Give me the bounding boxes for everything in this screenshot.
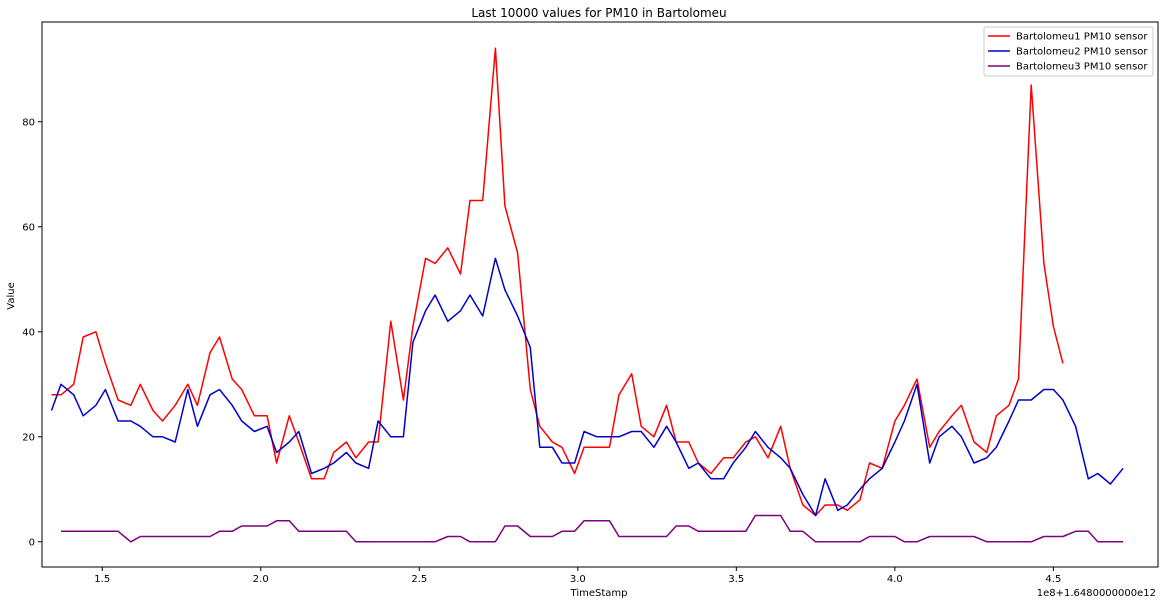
series-line-1: [51, 47, 1064, 517]
x-axis-label: TimeStamp: [570, 588, 628, 599]
x-axis-ticks: 1.5 2.0 2.5 3.0 3.5 4.0 4.5: [94, 567, 1061, 585]
plot-frame: [41, 21, 1159, 568]
legend-box: [983, 26, 1154, 77]
x-tick-label: 2.5: [411, 574, 427, 585]
x-tick-label: 3.5: [728, 574, 744, 585]
y-tick-label: 80: [22, 117, 35, 128]
legend-label-2: Bartolomeu2 PM10 sensor: [1016, 47, 1148, 58]
legend-label-3: Bartolomeu3 PM10 sensor: [1016, 62, 1148, 73]
x-axis-offset-label: 1e8+1.6480000000e12: [1037, 588, 1156, 599]
legend-label-1: Bartolomeu1 PM10 sensor: [1016, 32, 1148, 43]
series-line-3: [61, 514, 1124, 543]
chart-title: Last 10000 values for PM10 in Bartolomeu: [471, 6, 726, 20]
y-tick-label: 0: [29, 537, 35, 548]
y-tick-label: 40: [22, 327, 35, 338]
series-layer: [50, 47, 1124, 543]
x-tick-label: 4.5: [1045, 574, 1061, 585]
legend: Bartolomeu1 PM10 sensor Bartolomeu2 PM10 …: [983, 26, 1154, 77]
plot-area: [41, 21, 1159, 568]
x-tick-label: 4.0: [887, 574, 903, 585]
series-line-2: [50, 257, 1124, 517]
x-tick-label: 3.0: [570, 574, 586, 585]
x-tick-label: 1.5: [94, 574, 110, 585]
y-axis-ticks: 0 20 40 60 80: [22, 117, 42, 548]
x-tick-label: 2.0: [253, 574, 269, 585]
y-axis-label: Value: [6, 282, 17, 309]
y-tick-label: 20: [22, 432, 35, 443]
y-tick-label: 60: [22, 222, 35, 233]
